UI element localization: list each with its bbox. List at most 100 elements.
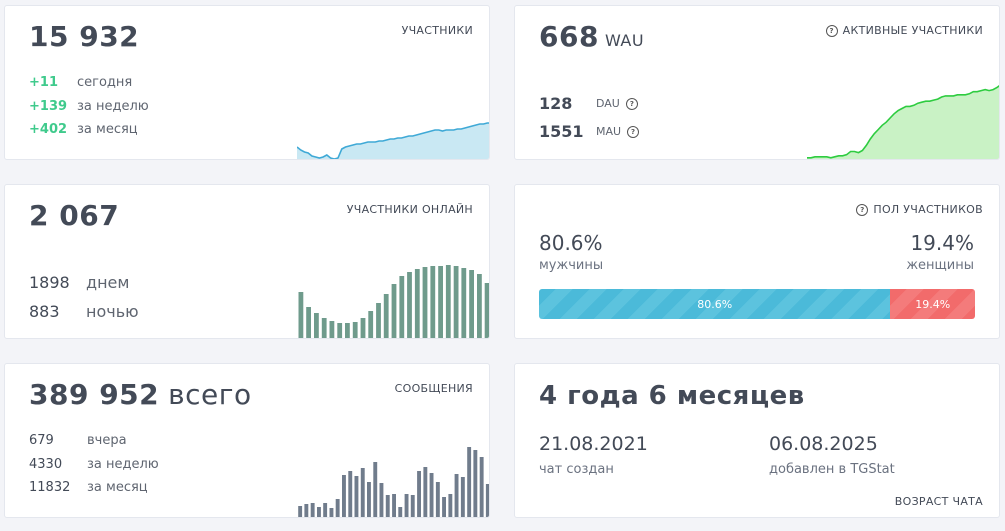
active-line [807,84,999,159]
messages-bar[interactable] [473,450,478,518]
online-bar[interactable] [376,303,381,339]
messages-bar[interactable] [348,471,353,518]
messages-yesterday-label: вчера [87,433,127,448]
messages-bar[interactable] [304,504,309,518]
active-label-wrap: ? АКТИВНЫЕ УЧАСТНИКИ [825,24,983,37]
online-bar[interactable] [469,270,474,339]
participants-month-label: за месяц [77,122,138,137]
messages-bar[interactable] [479,457,484,518]
messages-bar[interactable] [373,462,378,518]
messages-month-value: 11832 [29,480,71,495]
messages-bar[interactable] [435,482,440,518]
online-night-row: 883 ночью [29,302,139,321]
participants-card[interactable]: 15 932 УЧАСТНИКИ +11 сегодня +139 за нед… [4,5,490,160]
online-day-row: 1898 днем [29,273,129,292]
active-area-chart[interactable] [807,56,1000,160]
messages-bar[interactable] [423,467,428,518]
messages-bar[interactable] [342,475,346,518]
female-label: женщины [906,258,974,273]
online-bar[interactable] [368,311,374,339]
online-night-label: ночью [86,302,139,321]
online-bar[interactable] [445,265,451,339]
online-bar[interactable] [306,307,311,339]
participants-line [297,122,489,159]
messages-bar[interactable] [317,507,321,518]
messages-bar[interactable] [323,503,328,518]
messages-bar[interactable] [310,503,315,518]
online-bar[interactable] [407,272,412,339]
messages-bar[interactable] [485,484,490,518]
online-bar[interactable] [477,274,482,339]
online-bar[interactable] [399,276,405,339]
online-bar[interactable] [422,267,428,339]
online-bar[interactable] [438,266,443,339]
messages-bar[interactable] [467,447,472,518]
messages-week-value: 4330 [29,457,63,472]
messages-bar-chart[interactable] [297,439,490,518]
help-icon[interactable]: ? [627,125,640,138]
messages-bar[interactable] [460,477,465,518]
female-segment[interactable]: 19.4% [890,289,975,319]
messages-bar[interactable] [404,494,409,518]
male-segment[interactable]: 80.6% [539,289,891,319]
active-label: АКТИВНЫЕ УЧАСТНИКИ [842,24,983,37]
participants-area-chart[interactable] [297,61,490,160]
male-percent: 80.6% [539,231,603,255]
messages-bar[interactable] [429,473,434,518]
gender-progress-bar[interactable]: 80.6% 19.4% [539,289,975,319]
messages-bar[interactable] [398,507,403,518]
online-bar[interactable] [321,318,327,339]
online-bar[interactable] [345,323,350,339]
online-bar[interactable] [329,321,335,339]
messages-bar[interactable] [417,471,421,518]
participants-week-value: +139 [29,99,68,114]
participants-month-value: +402 [29,122,68,137]
added-date: 06.08.2025 [769,433,878,455]
online-bar[interactable] [314,313,319,339]
online-bar[interactable] [453,266,459,339]
online-bar[interactable] [414,269,420,339]
messages-stat-row: 4330 за неделю [29,457,159,472]
messages-bar[interactable] [392,494,396,518]
messages-bar[interactable] [335,499,340,518]
messages-total-row: 389 952 всего [29,378,252,411]
messages-bar[interactable] [354,476,359,518]
online-bar[interactable] [383,294,389,339]
messages-bar[interactable] [329,508,334,518]
gender-card[interactable]: ? ПОЛ УЧАСТНИКОВ 80.6% мужчины 19.4% жен… [514,184,1000,339]
online-bar[interactable] [298,292,304,339]
help-icon[interactable]: ? [856,203,869,216]
online-bar[interactable] [360,318,366,339]
messages-bar[interactable] [385,495,390,518]
messages-card[interactable]: 389 952 всего СООБЩЕНИЯ 679 вчера 4330 за… [4,363,490,518]
participants-week-label: за неделю [77,99,149,114]
online-bar-chart[interactable] [297,260,490,339]
online-bar[interactable] [430,266,436,339]
active-card[interactable]: 668 WAU ? АКТИВНЫЕ УЧАСТНИКИ 128 DAU ? 15… [514,5,1000,160]
messages-bar[interactable] [410,495,415,518]
dau-row: 128 DAU ? [539,94,638,113]
created-date: 21.08.2021 [539,433,648,455]
dau-value: 128 [539,94,573,113]
messages-bar[interactable] [298,506,303,518]
active-wau-number: 668 [539,20,599,53]
messages-bar[interactable] [367,482,371,518]
active-wau-value: 668 WAU [539,20,644,53]
online-bar[interactable] [352,322,358,339]
messages-bar[interactable] [454,474,459,518]
gender-label-wrap: ? ПОЛ УЧАСТНИКОВ [856,203,983,216]
messages-bar[interactable] [360,468,365,518]
online-bar[interactable] [391,284,397,339]
messages-bar[interactable] [442,497,446,518]
online-bar[interactable] [337,323,343,339]
messages-bar[interactable] [448,494,453,518]
help-icon[interactable]: ? [825,24,838,37]
online-card[interactable]: 2 067 УЧАСТНИКИ ОНЛАЙН 1898 днем 883 ноч… [4,184,490,339]
online-bar[interactable] [461,268,467,339]
help-icon[interactable]: ? [625,97,638,110]
messages-bar[interactable] [379,483,384,518]
online-bar[interactable] [484,283,490,339]
messages-unit: всего [168,378,252,411]
messages-month-label: за месяц [87,480,148,495]
age-card[interactable]: 4 года 6 месяцев 21.08.2021 чат создан 0… [514,363,1000,518]
